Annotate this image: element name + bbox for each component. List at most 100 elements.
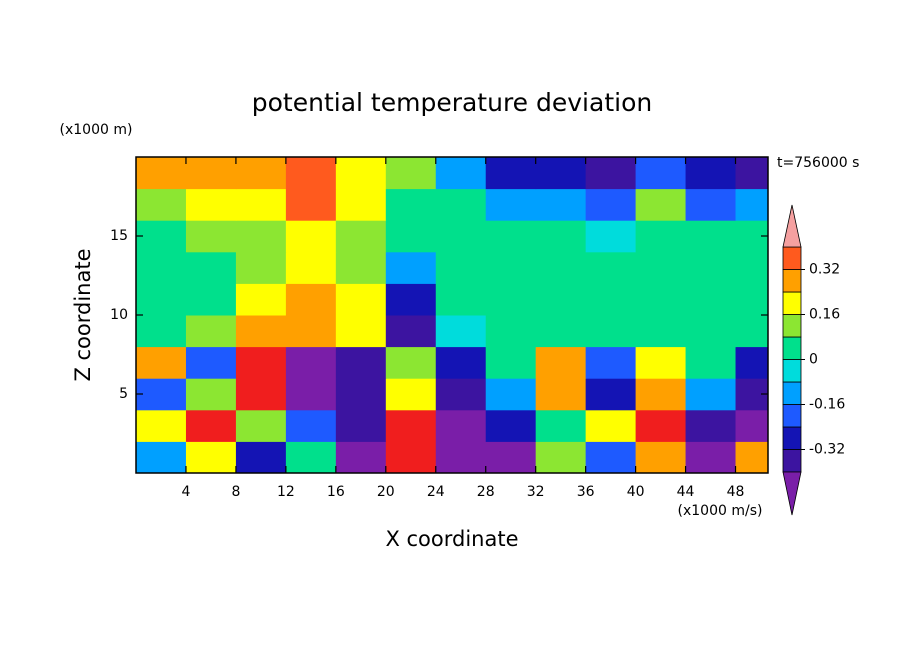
contour-cell — [385, 315, 437, 348]
contour-cell — [735, 441, 768, 473]
contour-cell — [585, 283, 637, 316]
contour-cell — [435, 409, 487, 442]
contour-cell — [235, 346, 287, 379]
x-tick-label: 12 — [277, 484, 295, 500]
contour-cell — [285, 251, 337, 284]
contour-cell — [685, 283, 737, 316]
contour-cell — [385, 441, 437, 473]
contour-cell — [635, 157, 687, 190]
contour-cell — [235, 251, 287, 284]
contour-cell — [735, 378, 768, 411]
colorbar-box — [782, 336, 802, 360]
contour-cell — [585, 251, 637, 284]
contour-cell — [385, 346, 437, 379]
contour-cell — [235, 441, 287, 473]
contour-cell — [535, 283, 587, 316]
colorbar-box — [782, 359, 802, 383]
contour-cell — [385, 220, 437, 253]
time-label: t=756000 s — [777, 155, 859, 171]
contour-cell — [435, 220, 487, 253]
contour-cell — [385, 251, 437, 284]
contour-cell — [585, 346, 637, 379]
contour-cell — [435, 188, 487, 221]
contour-cell — [285, 441, 337, 473]
contour-cell — [185, 378, 237, 411]
contour-cell — [285, 378, 337, 411]
contour-cell — [136, 315, 187, 348]
contour-cell — [335, 283, 387, 316]
contour-cell — [185, 441, 237, 473]
contour-cell — [635, 441, 687, 473]
contour-cell — [285, 409, 337, 442]
contour-cell — [235, 283, 287, 316]
contour-cell — [585, 157, 637, 190]
contour-cell — [485, 441, 537, 473]
contour-cell — [485, 378, 537, 411]
contour-cell — [435, 441, 487, 473]
contour-cell — [185, 251, 237, 284]
contour-cell — [235, 188, 287, 221]
colorbar-box — [782, 404, 802, 428]
contour-cell — [485, 220, 537, 253]
contour-cell — [136, 251, 187, 284]
contour-cell — [435, 157, 487, 190]
contour-cell — [235, 315, 287, 348]
contour-cell — [585, 378, 637, 411]
y-unit: (x1000 m) — [60, 122, 133, 138]
x-tick-label: 20 — [377, 484, 395, 500]
colorbar-high-triangle — [782, 204, 802, 248]
contour-cell — [485, 315, 537, 348]
x-tick-label: 16 — [327, 484, 345, 500]
colorbar-low-triangle — [782, 471, 802, 516]
colorbar-tick-label: -0.16 — [809, 397, 845, 413]
contour-cell — [535, 157, 587, 190]
colorbar-tick-label: 0 — [809, 352, 818, 368]
x-unit: (x1000 m/s) — [678, 503, 763, 519]
contour-cell — [335, 315, 387, 348]
contour-cell — [185, 220, 237, 253]
contour-cell — [385, 378, 437, 411]
contour-cell — [185, 409, 237, 442]
contour-cell — [685, 346, 737, 379]
contour-cell — [685, 378, 737, 411]
colorbar-tick-label: 0.16 — [809, 307, 840, 323]
contour-cell — [335, 378, 387, 411]
contour-cell — [735, 157, 768, 190]
contour-cell — [485, 346, 537, 379]
contour-cell — [235, 157, 287, 190]
contour-cell — [185, 346, 237, 379]
contour-cell — [585, 188, 637, 221]
contour-cell — [635, 315, 687, 348]
x-tick-label: 4 — [181, 484, 190, 500]
contour-cell — [136, 409, 187, 442]
contour-cell — [136, 441, 187, 473]
contour-cell — [535, 378, 587, 411]
colorbar-box — [782, 246, 802, 270]
x-tick-label: 48 — [727, 484, 745, 500]
contour-cell — [685, 409, 737, 442]
contour-cell — [335, 441, 387, 473]
contour-cell — [335, 220, 387, 253]
y-tick-label: 5 — [119, 386, 128, 402]
contour-cell — [485, 409, 537, 442]
contour-cell — [285, 157, 337, 190]
colorbar-tick-label: -0.32 — [809, 442, 845, 458]
x-axis-label: X coordinate — [385, 527, 518, 551]
contour-cell — [335, 251, 387, 284]
contour-cell — [635, 220, 687, 253]
contour-cell — [635, 283, 687, 316]
x-tick-label: 36 — [577, 484, 595, 500]
contour-cell — [635, 251, 687, 284]
y-axis-label: Z coordinate — [71, 248, 95, 381]
contour-cell — [185, 283, 237, 316]
contour-cell — [585, 315, 637, 348]
contour-cell — [535, 315, 587, 348]
contour-cell — [335, 409, 387, 442]
contour-cell — [585, 441, 637, 473]
contour-cell — [136, 346, 187, 379]
contour-cell — [535, 220, 587, 253]
contour-cell — [285, 346, 337, 379]
contour-field — [136, 157, 768, 473]
contour-cell — [185, 157, 237, 190]
colorbar-box — [782, 381, 802, 405]
